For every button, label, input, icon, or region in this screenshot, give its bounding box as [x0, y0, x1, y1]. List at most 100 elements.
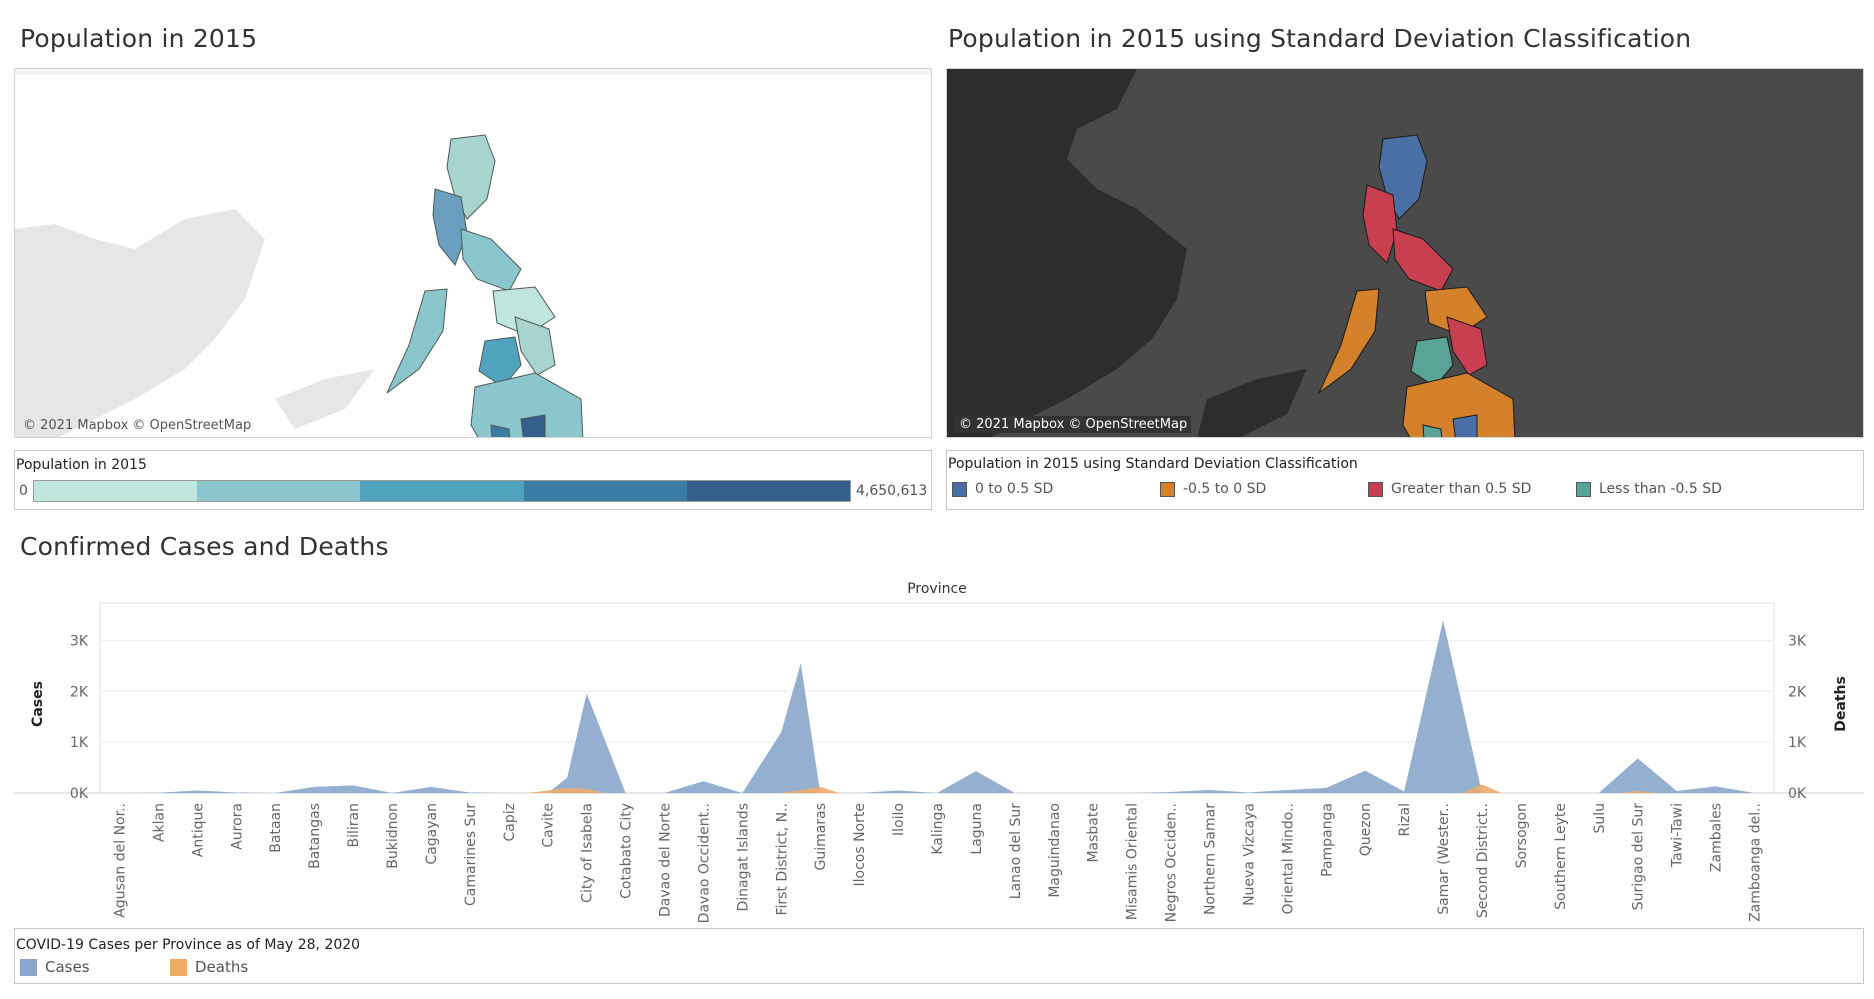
sd-legend-item[interactable]: 0 to 0.5 SD — [952, 481, 1053, 497]
legend-swatch — [170, 958, 187, 976]
x-tick-label: Surigao del Sur — [1631, 803, 1647, 910]
x-tick-label: Zamboanga del.. — [1748, 803, 1764, 922]
population-map-canvas[interactable] — [15, 69, 932, 438]
x-tick-label: Iloilo — [891, 803, 907, 836]
legend-swatch — [1368, 481, 1383, 497]
sd-legend-label: 0 to 0.5 SD — [975, 481, 1054, 497]
sd-legend-item[interactable]: -0.5 to 0 SD — [1160, 481, 1266, 497]
x-tick-label: Quezon — [1358, 803, 1374, 856]
x-tick-label: Negros Occiden.. — [1164, 803, 1180, 922]
legend-swatch — [20, 958, 37, 976]
map-credit: © 2021 Mapbox © OpenStreetMap — [955, 416, 1192, 433]
x-tick-label: Pampanga — [1319, 803, 1335, 877]
legend-swatch — [1576, 481, 1591, 497]
philippines-provinces[interactable] — [386, 134, 584, 438]
x-tick-label: Camarines Sur — [463, 803, 479, 906]
chart-legend-label: Deaths — [195, 958, 249, 976]
mainland-landmass — [15, 209, 265, 437]
sd-legend-label: Greater than 0.5 SD — [1391, 481, 1532, 497]
series-cases-area — [119, 620, 1755, 793]
x-tick-label: Rizal — [1397, 803, 1413, 836]
y-tick-right: 1K — [1788, 735, 1807, 751]
x-tick-label: City of Isabela — [580, 803, 596, 903]
plot-frame — [99, 602, 1775, 794]
x-tick-label: Capiz — [502, 803, 518, 841]
population-legend-min: 0 — [19, 483, 28, 499]
x-tick-label: Antique — [190, 803, 206, 857]
sd-legend-item[interactable]: Greater than 0.5 SD — [1368, 481, 1531, 497]
y-tick-left: 3K — [70, 633, 89, 649]
x-tick-label: Laguna — [969, 803, 985, 855]
x-tick-label: Masbate — [1086, 803, 1102, 863]
x-tick-label: Misamis Oriental — [1125, 803, 1141, 920]
ramp-step-2 — [197, 481, 361, 501]
sd-map[interactable]: © 2021 Mapbox © OpenStreetMap — [946, 68, 1864, 438]
x-tick-label: Lanao del Sur — [1008, 803, 1024, 899]
ramp-step-5 — [686, 481, 851, 501]
x-tick-label: Davao Occident.. — [696, 803, 712, 923]
x-tick-label: Biliran — [346, 803, 362, 847]
chart-legend-item-deaths[interactable]: Deaths — [170, 958, 248, 976]
x-tick-label: Bataan — [268, 803, 284, 853]
y-tick-right: 0K — [1788, 786, 1807, 802]
x-tick-label: Northern Samar — [1203, 803, 1219, 915]
population-legend-max: 4,650,613 — [856, 483, 928, 499]
chart-title: Confirmed Cases and Deaths — [20, 532, 389, 561]
sd-legend-item[interactable]: Less than -0.5 SD — [1576, 481, 1722, 497]
sd-legend: Population in 2015 using Standard Deviat… — [946, 450, 1864, 510]
y-tick-left: 2K — [70, 684, 89, 700]
ramp-step-1 — [34, 481, 198, 501]
x-tick-label: Agusan del Nor.. — [112, 803, 128, 918]
y-tick-right: 3K — [1788, 633, 1807, 649]
legend-swatch — [952, 481, 967, 497]
mainland-landmass — [947, 69, 1187, 437]
x-tick-label: Dinagat Islands — [735, 803, 751, 911]
population-color-ramp — [33, 480, 851, 502]
ramp-step-3 — [360, 481, 524, 501]
y-axis-label-left: Cases — [30, 681, 46, 727]
cases-deaths-chart[interactable]: Province 0K 0K 1K 1K 2K 2K 3K 3K Cases Deaths Agusa… — [0, 575, 1874, 930]
x-tick-label: Ilocos Norte — [852, 803, 868, 887]
x-tick-label: First District, N.. — [774, 803, 790, 915]
x-tick-label: Oriental Mindo.. — [1280, 803, 1296, 915]
x-tick-label: Batangas — [307, 803, 323, 869]
population-legend: Population in 2015 0 4,650,613 — [14, 450, 932, 510]
x-tick-label: Sulu — [1592, 803, 1608, 834]
x-tick-label: Southern Leyte — [1553, 803, 1569, 910]
x-tick-label: Samar (Wester.. — [1436, 803, 1452, 915]
borneo-landmass — [275, 369, 375, 429]
chart-legend-label: Cases — [45, 958, 90, 976]
x-tick-label: Davao del Norte — [657, 803, 673, 917]
x-tick-label: Aurora — [229, 803, 245, 850]
x-tick-label: Guimaras — [813, 803, 829, 870]
y-tick-left: 1K — [70, 735, 89, 751]
sd-map-canvas[interactable] — [947, 69, 1864, 438]
x-tick-label: Tawi-Tawi — [1670, 803, 1686, 868]
x-tick-label: Kalinga — [930, 803, 946, 855]
population-map[interactable]: © 2021 Mapbox © OpenStreetMap — [14, 68, 932, 438]
x-tick-label: Aklan — [151, 803, 167, 842]
x-tick-label: Cavite — [541, 803, 557, 848]
y-axis-label-right: Deaths — [1833, 676, 1849, 732]
x-tick-label: Cotabato City — [619, 803, 635, 899]
sd-legend-title: Population in 2015 using Standard Deviat… — [948, 456, 1358, 472]
map-top-band — [15, 69, 931, 75]
x-tick-label: Cagayan — [424, 803, 440, 865]
sd-map-title: Population in 2015 using Standard Deviat… — [948, 24, 1692, 53]
map-credit: © 2021 Mapbox © OpenStreetMap — [23, 418, 252, 433]
population-legend-title: Population in 2015 — [16, 457, 147, 473]
chart-legend-item-cases[interactable]: Cases — [20, 958, 90, 976]
chart-legend: COVID-19 Cases per Province as of May 28… — [14, 928, 1864, 984]
sd-legend-label: -0.5 to 0 SD — [1183, 481, 1267, 497]
pop-map-title: Population in 2015 — [20, 24, 258, 53]
sd-legend-label: Less than -0.5 SD — [1599, 481, 1722, 497]
x-tick-label: Bukidnon — [385, 803, 401, 869]
ramp-step-4 — [523, 481, 687, 501]
y-tick-right: 2K — [1788, 684, 1807, 700]
x-tick-label: Nueva Vizcaya — [1241, 803, 1257, 906]
borneo-landmass — [1197, 369, 1307, 437]
x-tick-label: Second District.. — [1475, 803, 1491, 918]
chart-header: Province — [907, 581, 967, 597]
chart-legend-title: COVID-19 Cases per Province as of May 28… — [16, 937, 361, 953]
philippines-provinces[interactable] — [1318, 134, 1516, 438]
